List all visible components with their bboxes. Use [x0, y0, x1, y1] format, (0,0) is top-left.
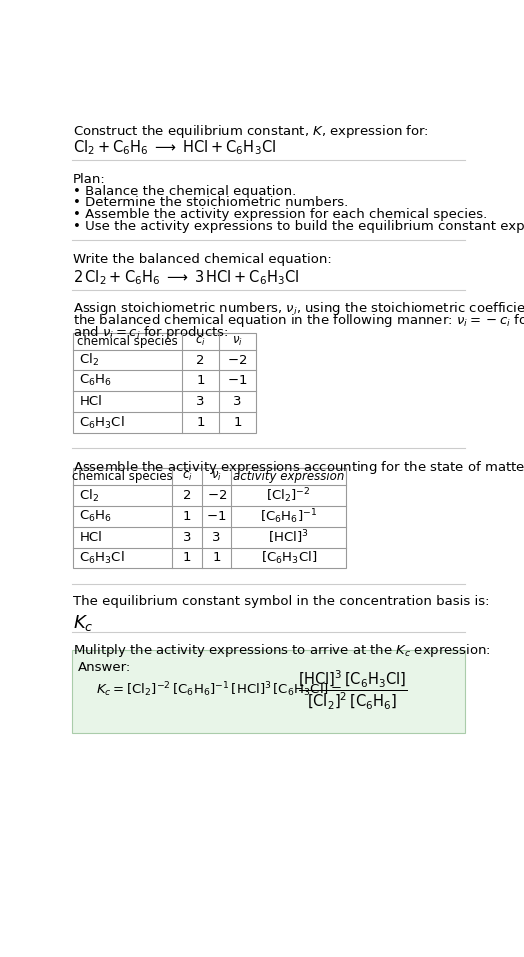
Text: Answer:: Answer:	[78, 660, 131, 674]
Text: 3: 3	[233, 395, 242, 409]
Text: $K_c = [\mathrm{Cl_2}]^{-2}\,[\mathrm{C_6H_6}]^{-1}\,[\mathrm{HCl}]^{3}\,[\mathr: $K_c = [\mathrm{Cl_2}]^{-2}\,[\mathrm{C_…	[96, 680, 343, 700]
Text: 1: 1	[196, 374, 204, 388]
Text: $-2$: $-2$	[227, 353, 248, 367]
Text: $\mathrm{Cl_2 + C_6H_6 \;\longrightarrow\; HCl + C_6H_3Cl}$: $\mathrm{Cl_2 + C_6H_6 \;\longrightarrow…	[73, 139, 276, 157]
Text: HCl: HCl	[80, 531, 102, 544]
Text: 3: 3	[196, 395, 204, 409]
Text: $-2$: $-2$	[206, 489, 227, 502]
Text: $\mathrm{C_6H_3Cl}$: $\mathrm{C_6H_3Cl}$	[80, 414, 125, 431]
Text: the balanced chemical equation in the following manner: $\nu_i = -c_i$ for react: the balanced chemical equation in the fo…	[73, 312, 524, 329]
Text: • Use the activity expressions to build the equilibrium constant expression.: • Use the activity expressions to build …	[73, 219, 524, 233]
Text: $\mathrm{C_6H_6}$: $\mathrm{C_6H_6}$	[80, 509, 113, 523]
Text: 3: 3	[212, 531, 221, 544]
Text: $\mathrm{2\,Cl_2 + C_6H_6 \;\longrightarrow\; 3\,HCl + C_6H_3Cl}$: $\mathrm{2\,Cl_2 + C_6H_6 \;\longrightar…	[73, 268, 300, 287]
Text: Construct the equilibrium constant, $K$, expression for:: Construct the equilibrium constant, $K$,…	[73, 123, 429, 141]
Text: and $\nu_i = c_i$ for products:: and $\nu_i = c_i$ for products:	[73, 323, 229, 341]
Text: 1: 1	[212, 551, 221, 565]
Text: Assemble the activity expressions accounting for the state of matter and $\nu_i$: Assemble the activity expressions accoun…	[73, 459, 524, 476]
Text: $c_i$: $c_i$	[182, 470, 192, 483]
Text: 1: 1	[183, 551, 191, 565]
Text: Mulitply the activity expressions to arrive at the $K_c$ expression:: Mulitply the activity expressions to arr…	[73, 642, 491, 659]
Text: • Determine the stoichiometric numbers.: • Determine the stoichiometric numbers.	[73, 196, 348, 210]
Text: Write the balanced chemical equation:: Write the balanced chemical equation:	[73, 253, 332, 266]
Text: $-1$: $-1$	[206, 510, 227, 523]
Text: $[\mathrm{C_6H_3Cl}]$: $[\mathrm{C_6H_3Cl}]$	[260, 550, 317, 566]
Text: 2: 2	[183, 489, 191, 502]
Text: 2: 2	[196, 353, 204, 367]
Text: $\nu_i$: $\nu_i$	[211, 470, 222, 483]
Text: chemical species: chemical species	[77, 335, 178, 347]
Text: HCl: HCl	[80, 395, 102, 409]
Text: $\mathrm{C_6H_3Cl}$: $\mathrm{C_6H_3Cl}$	[80, 550, 125, 566]
Text: $[\mathrm{Cl_2}]^{-2}$: $[\mathrm{Cl_2}]^{-2}$	[267, 486, 311, 505]
Text: $\nu_i$: $\nu_i$	[232, 335, 243, 347]
Text: 1: 1	[196, 416, 204, 429]
Text: $\mathrm{C_6H_6}$: $\mathrm{C_6H_6}$	[80, 373, 113, 389]
Text: $[\mathrm{C_6H_6}]^{-1}$: $[\mathrm{C_6H_6}]^{-1}$	[260, 507, 318, 525]
Text: Assign stoichiometric numbers, $\nu_i$, using the stoichiometric coefficients, $: Assign stoichiometric numbers, $\nu_i$, …	[73, 300, 524, 318]
Text: • Assemble the activity expression for each chemical species.: • Assemble the activity expression for e…	[73, 208, 487, 221]
Text: $c_i$: $c_i$	[195, 335, 206, 347]
Text: 1: 1	[233, 416, 242, 429]
Text: The equilibrium constant symbol in the concentration basis is:: The equilibrium constant symbol in the c…	[73, 594, 490, 608]
Text: $\dfrac{[\mathrm{HCl}]^{3}\,[\mathrm{C_6H_3Cl}]}{[\mathrm{Cl_2}]^{2}\,[\mathrm{C: $\dfrac{[\mathrm{HCl}]^{3}\,[\mathrm{C_6…	[298, 668, 407, 712]
Text: Plan:: Plan:	[73, 172, 106, 186]
Text: 3: 3	[183, 531, 191, 544]
Bar	[73, 468, 346, 568]
Bar	[73, 333, 256, 433]
Text: $-1$: $-1$	[227, 374, 248, 388]
Text: • Balance the chemical equation.: • Balance the chemical equation.	[73, 185, 297, 198]
Text: chemical species: chemical species	[72, 470, 173, 483]
FancyBboxPatch shape	[72, 650, 465, 733]
Text: 1: 1	[183, 510, 191, 523]
Text: $[\mathrm{HCl}]^{3}$: $[\mathrm{HCl}]^{3}$	[268, 528, 309, 545]
Text: activity expression: activity expression	[233, 470, 344, 483]
Text: $\mathrm{Cl_2}$: $\mathrm{Cl_2}$	[80, 352, 100, 368]
Text: $\mathrm{Cl_2}$: $\mathrm{Cl_2}$	[80, 487, 100, 503]
Text: $K_c$: $K_c$	[73, 613, 94, 633]
